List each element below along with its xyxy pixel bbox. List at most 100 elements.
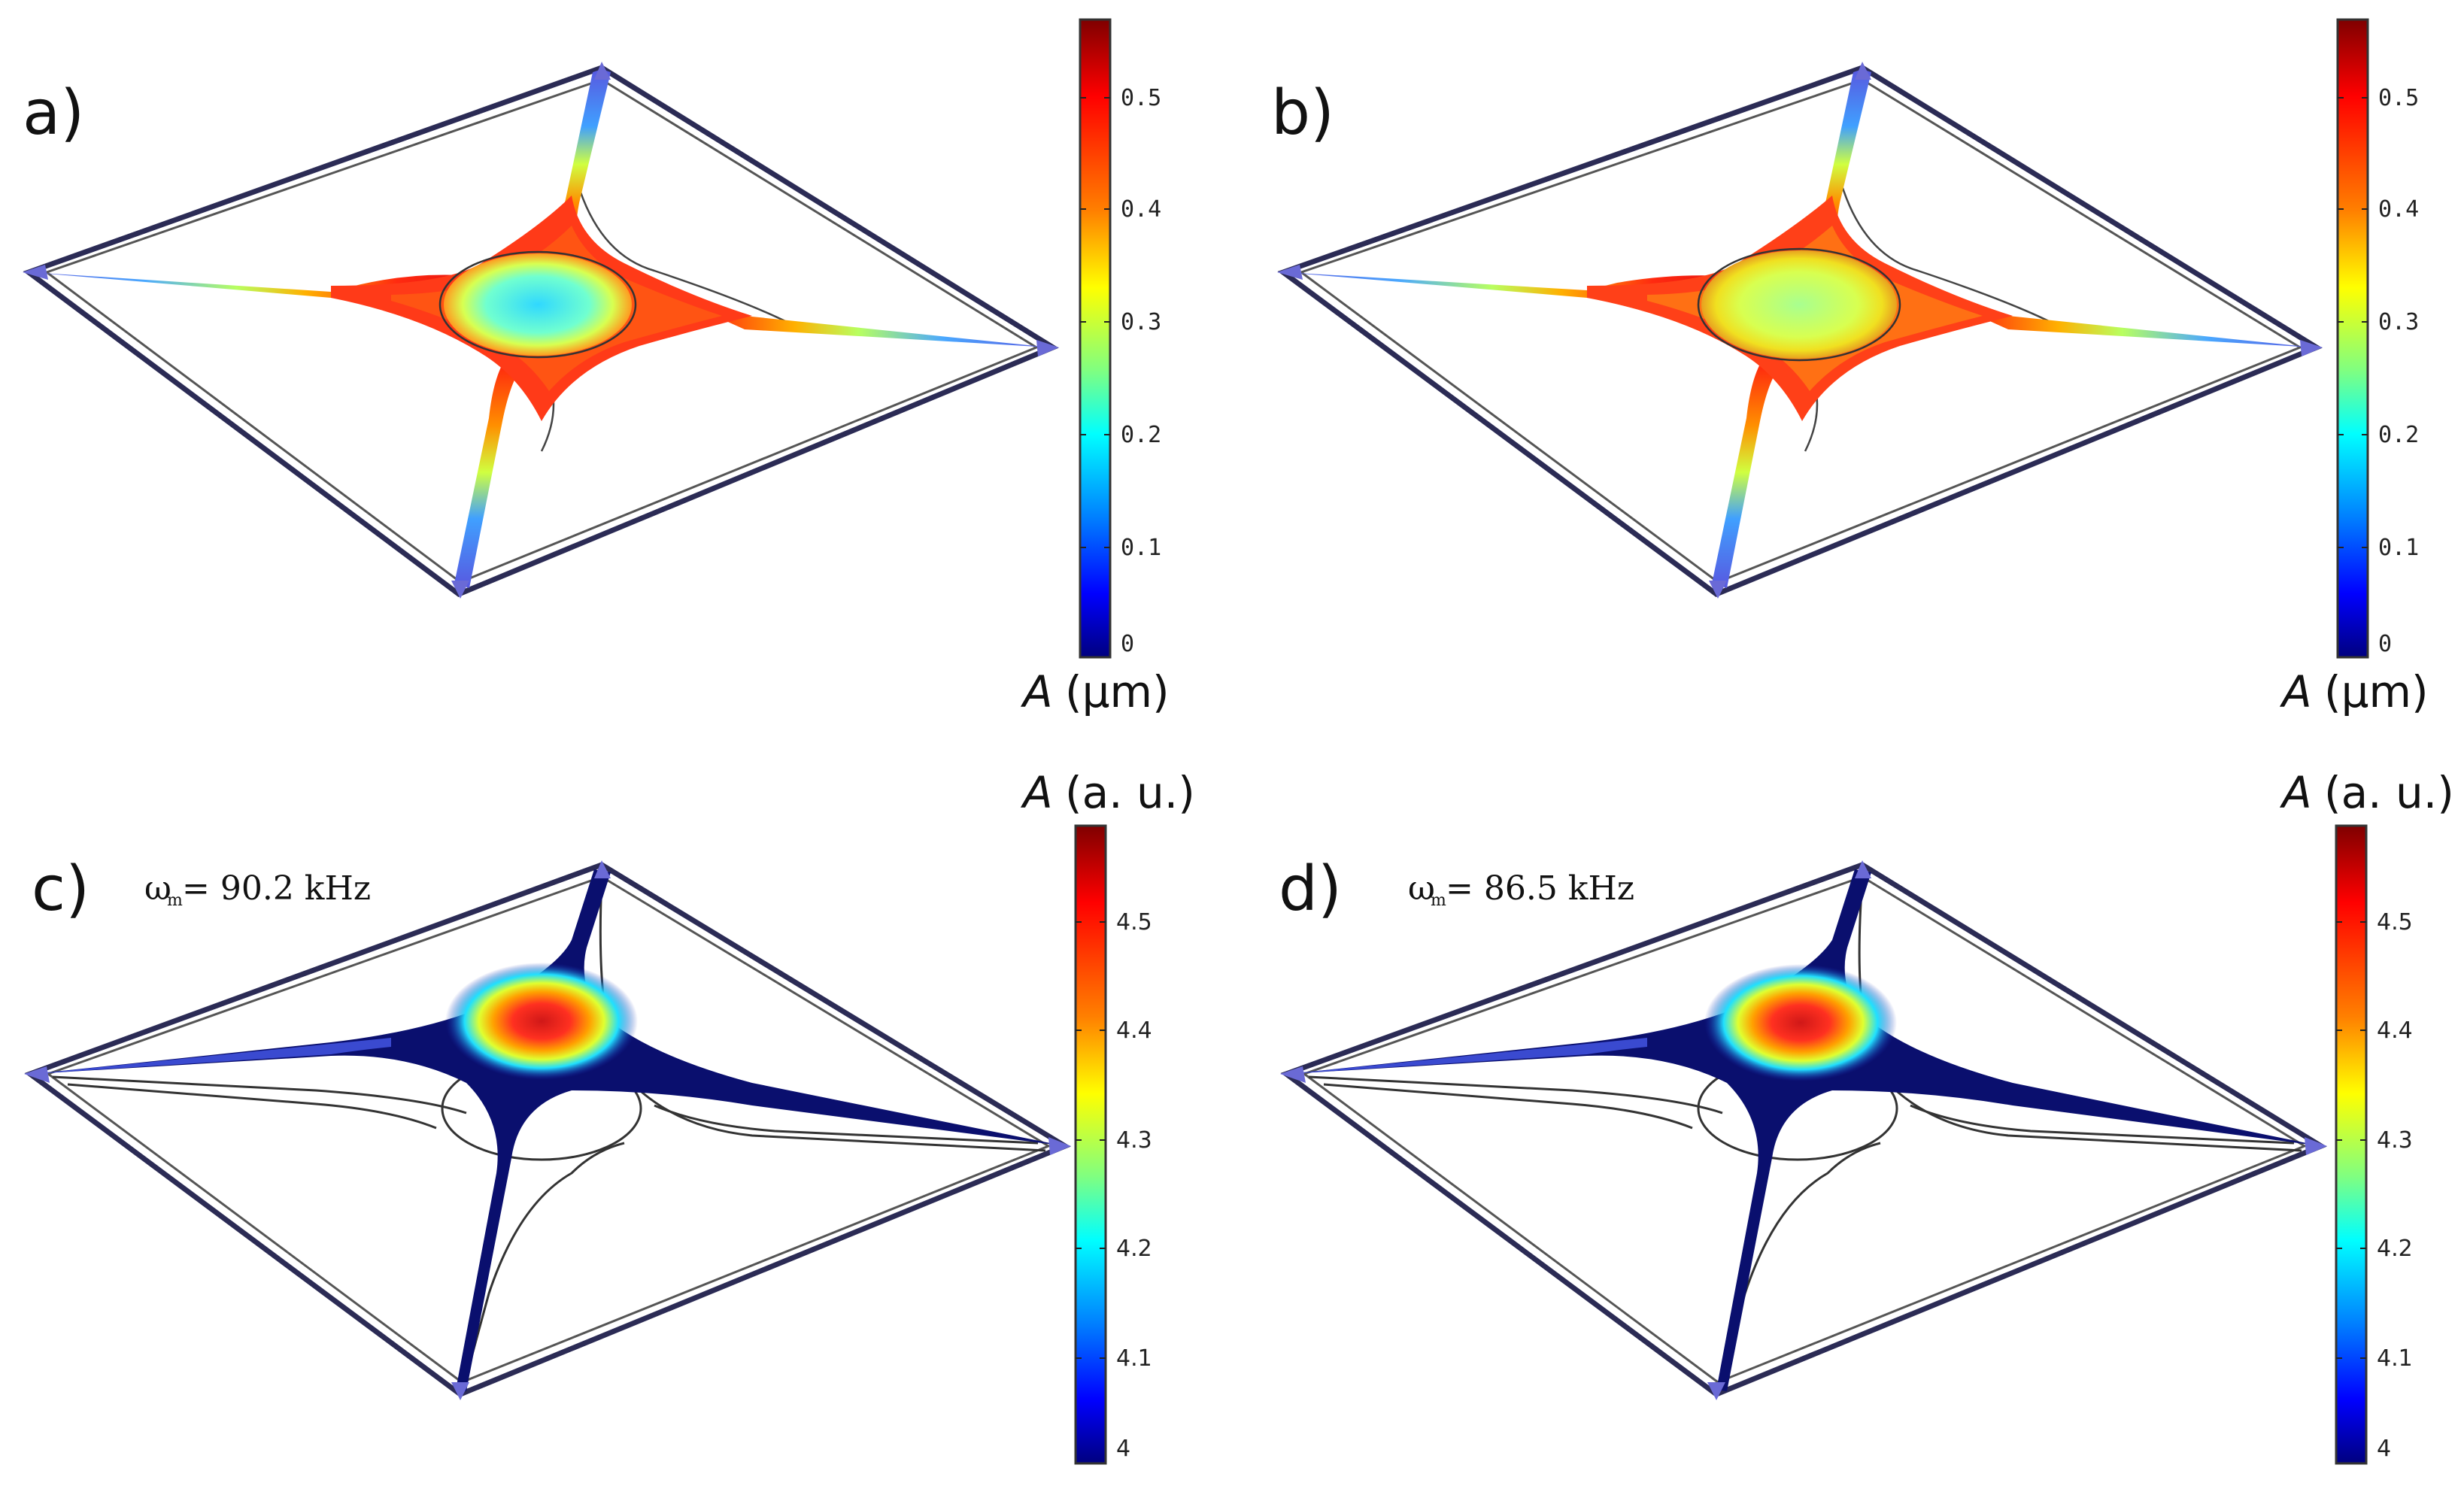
frequency-subscript: m (167, 891, 183, 910)
colorbar-tick-label: 4.2 (1116, 1236, 1152, 1262)
tether-left-highlight (33, 1038, 391, 1074)
panel-d: d) ω m = 86.5 kHz (1279, 854, 2327, 1400)
inner-frame (1301, 875, 2308, 1384)
colorbar-ticks: 0.5 0.4 0.3 0.2 0.1 0 (2338, 85, 2419, 657)
anchor (1707, 1382, 1725, 1400)
colorbar (2335, 824, 2368, 1465)
center-pad-outline (438, 250, 637, 359)
colorbar-tick-label: 4 (1116, 1436, 1130, 1462)
anchor (2300, 340, 2323, 356)
colorbar-tick-label: 4.4 (2377, 1017, 2413, 1044)
anchor (594, 62, 611, 80)
colorbar-tick-label: 0.5 (1121, 85, 1161, 111)
inner-frame (1298, 78, 2303, 584)
panel-b: b) (1271, 62, 2323, 599)
undeformed-outline (1308, 1075, 1723, 1114)
colorbar-unit: (a. u.) (1065, 767, 1195, 818)
colorbar-ticks: 0.5 0.4 0.3 0.2 0.1 0 (1080, 85, 1161, 657)
colorbar (1074, 824, 1107, 1465)
colorbar-quantity: A (1020, 666, 1053, 717)
center-pad (1701, 250, 1897, 359)
anchor (1048, 1137, 1071, 1155)
anchor (23, 265, 48, 280)
panel-label-a: a) (23, 77, 84, 149)
colorbar-b: 0.5 0.4 0.3 0.2 0.1 0 A (μm) (2279, 18, 2429, 717)
undeformed-outline (1323, 1083, 1693, 1130)
colorbar-quantity: A (2279, 666, 2312, 717)
colorbar-tick-label: 0.4 (1121, 196, 1161, 223)
frequency-value: = 86.5 kHz (1446, 869, 1634, 908)
colorbar-ticks: 4.5 4.4 4.3 4.2 4.1 4 (1076, 909, 1152, 1462)
svg-text:ω: ω (1408, 869, 1435, 908)
colorbar-unit: (a. u.) (2324, 767, 2454, 818)
colorbar-tick-label: 0 (2378, 631, 2392, 657)
anchor (2305, 1137, 2327, 1155)
colorbar-a: 0.5 0.4 0.3 0.2 0.1 0 A (μm) (1020, 18, 1170, 717)
panel-c: c) ω m = 90.2 kHz (24, 854, 1071, 1400)
membrane-body (33, 869, 1065, 1391)
colorbar-tick-label: 0.3 (1121, 309, 1161, 335)
colorbar (1079, 18, 1112, 659)
colorbar-tick-label: 4.1 (2377, 1345, 2413, 1372)
tether-left-highlight (1289, 1038, 1647, 1074)
svg-text:ω: ω (144, 869, 171, 908)
colorbar-tick-label: 4.5 (2377, 909, 2413, 936)
colorbar-tick-label: 0.5 (2378, 85, 2419, 111)
membrane-body (1289, 869, 2321, 1391)
frequency-label: ω m = 90.2 kHz (144, 869, 371, 910)
undeformed-outline (1841, 187, 2054, 325)
anchor (451, 581, 469, 599)
anchor (1709, 581, 1727, 599)
anchor (1036, 340, 1059, 356)
undeformed-outline (67, 1083, 437, 1130)
colorbar-tick-label: 4.5 (1116, 909, 1152, 936)
colorbar-unit: (μm) (2324, 666, 2429, 717)
colorbar-tick-label: 0.1 (1121, 535, 1161, 561)
center-pad-outline (1697, 247, 1901, 362)
anchor (594, 860, 611, 878)
colorbar-tick-label: 4.3 (1116, 1127, 1152, 1154)
colorbar-tick-label: 4.4 (1116, 1017, 1152, 1044)
panel-a: a) (23, 62, 1059, 599)
colorbar-tick-label: 4.2 (2377, 1236, 2413, 1262)
center-pad (444, 253, 632, 356)
colorbar-ticks: 4.5 4.4 4.3 4.2 4.1 4 (2336, 909, 2413, 1462)
undeformed-outline (465, 1142, 625, 1377)
panel-label-c: c) (32, 854, 90, 925)
anchor (1277, 265, 1303, 280)
inner-frame (45, 875, 1051, 1384)
colorbar-tick-label: 4.1 (1116, 1345, 1152, 1372)
colorbar-tick-label: 0.1 (2378, 535, 2419, 561)
colorbar-unit: (μm) (1065, 666, 1170, 717)
colorbar-quantity: A (2279, 767, 2312, 818)
optical-mode-hotspot (445, 963, 638, 1080)
colorbar-tick-label: 0.3 (2378, 309, 2419, 335)
panel-label-b: b) (1271, 77, 1334, 149)
undeformed-outline (1721, 1142, 1881, 1377)
colorbar-c: A (a. u.) 4.5 4.4 4.3 4.2 4.1 4 (1020, 767, 1195, 1465)
frequency-value: = 90.2 kHz (182, 869, 371, 908)
anchor (451, 1382, 469, 1400)
undeformed-outline (578, 187, 790, 325)
colorbar-tick-label: 0.2 (2378, 422, 2419, 448)
colorbar-d: A (a. u.) 4.5 4.4 4.3 4.2 4.1 4 (2279, 767, 2454, 1465)
colorbar-tick-label: 4 (2377, 1436, 2391, 1462)
frequency-subscript: m (1431, 891, 1446, 910)
tether-bottom (1712, 356, 1784, 588)
anchor (24, 1066, 50, 1083)
colorbar-tick-label: 0 (1121, 631, 1134, 657)
colorbar-tick-label: 4.3 (2377, 1127, 2413, 1154)
tether-bottom (454, 356, 526, 588)
panel-label-d: d) (1279, 854, 1342, 925)
anchor (1280, 1066, 1306, 1083)
colorbar-quantity: A (1020, 767, 1053, 818)
frequency-label: ω m = 86.5 kHz (1408, 869, 1634, 910)
anchor (1855, 860, 1871, 878)
anchor (1855, 62, 1871, 80)
outer-frame (1280, 862, 2327, 1397)
colorbar-tick-label: 0.4 (2378, 196, 2419, 223)
colorbar-tick-label: 0.2 (1121, 422, 1161, 448)
optical-mode-hotspot (1704, 964, 1897, 1081)
undeformed-outline (52, 1075, 467, 1114)
